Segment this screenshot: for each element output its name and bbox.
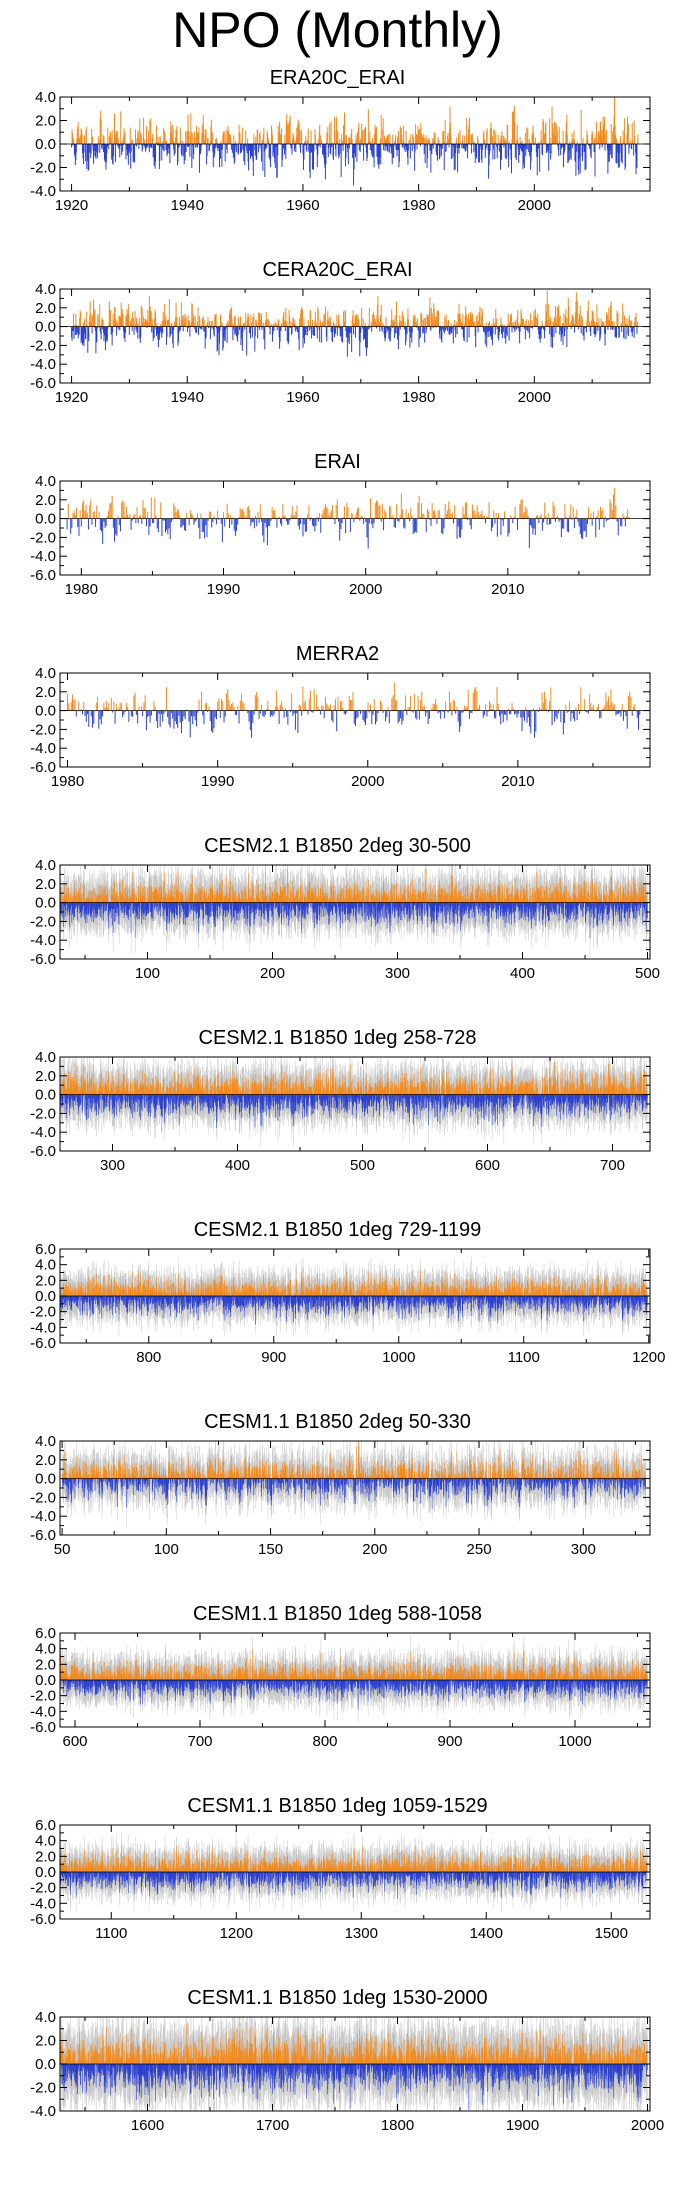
- y-tick-label: -6.0: [30, 375, 56, 392]
- x-tick-label: 1980: [402, 389, 435, 406]
- y-tick-label: -4.0: [30, 740, 56, 757]
- panel-title: CESM2.1 B1850 2deg 30-500: [0, 835, 675, 857]
- y-tick-label: 4.0: [35, 473, 56, 490]
- anomaly-bars: [72, 97, 638, 186]
- y-tick-label: 2.0: [35, 684, 56, 701]
- y-tick-label: -2.0: [30, 160, 56, 177]
- y-tick-label: -2.0: [30, 337, 56, 354]
- x-tick-label: 2000: [351, 773, 384, 790]
- y-tick-label: 0.0: [35, 136, 56, 153]
- y-tick-label: 2.0: [35, 113, 56, 130]
- x-tick-label: 2000: [518, 197, 551, 214]
- x-tick-label: 2000: [349, 581, 382, 598]
- page-title: NPO (Monthly): [0, 2, 675, 58]
- plot-frame: [60, 673, 650, 767]
- x-tick-label: 1980: [65, 581, 98, 598]
- x-tick-label: 1940: [171, 389, 204, 406]
- x-tick-label: 2010: [501, 773, 534, 790]
- x-tick-label: 1920: [55, 197, 88, 214]
- x-tick-label: 2000: [518, 389, 551, 406]
- panel-title: MERRA2: [0, 643, 675, 665]
- x-tick-label: 1940: [171, 197, 204, 214]
- x-tick-label: 1980: [51, 773, 84, 790]
- anomaly-bars: [72, 290, 638, 357]
- y-tick-label: 4.0: [35, 89, 56, 106]
- x-tick-label: 2010: [491, 581, 524, 598]
- x-tick-label: 1960: [286, 389, 319, 406]
- x-tick-label: 1990: [207, 581, 240, 598]
- y-tick-label: 0.0: [35, 703, 56, 720]
- y-tick-label: 4.0: [35, 665, 56, 682]
- y-tick-label: 2.0: [35, 492, 56, 509]
- y-tick-label: 0.0: [35, 319, 56, 336]
- x-tick-label: 1980: [402, 197, 435, 214]
- x-tick-label: 1990: [201, 773, 234, 790]
- x-tick-label: 1960: [286, 197, 319, 214]
- y-tick-label: -4.0: [30, 183, 56, 200]
- panel-title: CERA20C_ERAI: [0, 259, 675, 281]
- y-tick-label: -4.0: [30, 356, 56, 373]
- y-tick-label: -2.0: [30, 529, 56, 546]
- y-tick-label: 0.0: [35, 511, 56, 528]
- y-tick-label: -4.0: [30, 548, 56, 565]
- x-tick-label: 1920: [55, 389, 88, 406]
- y-tick-label: 2.0: [35, 300, 56, 317]
- panel-title: ERAI: [0, 451, 675, 473]
- panel-title: ERA20C_ERAI: [0, 67, 675, 89]
- y-tick-label: 4.0: [35, 281, 56, 298]
- y-tick-label: -6.0: [30, 567, 56, 584]
- y-tick-label: -2.0: [30, 721, 56, 738]
